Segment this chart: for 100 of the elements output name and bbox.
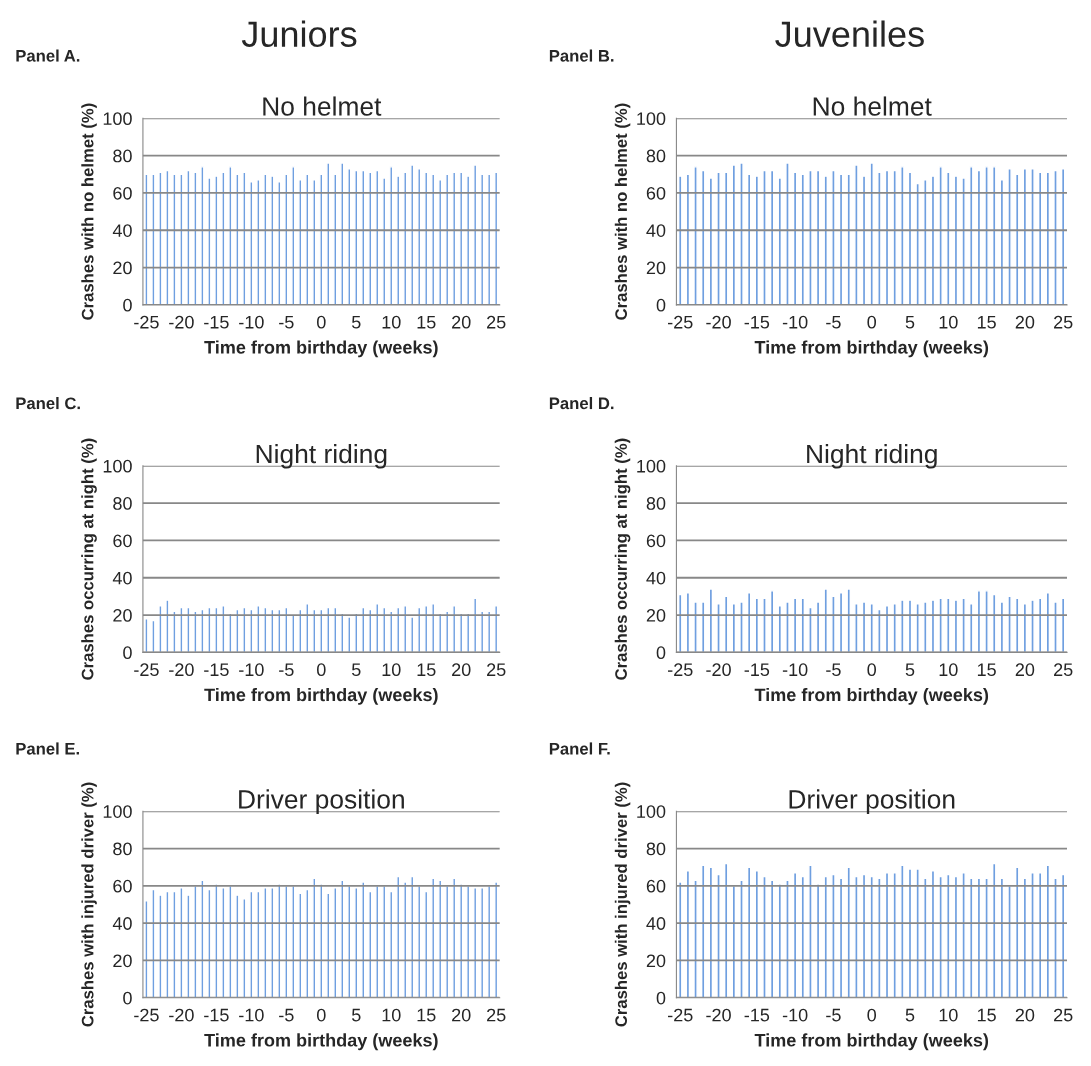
y-tick-label: 60 (646, 186, 666, 200)
bar (291, 166, 296, 305)
y-tick-label: 80 (113, 842, 132, 856)
y-axis-title: Crashes occurring at night (%) (614, 438, 631, 680)
x-tick-label: -5 (826, 1008, 841, 1022)
bar (487, 173, 492, 305)
x-tick-label: 0 (867, 663, 877, 677)
bar (298, 179, 303, 305)
x-tick-label: -10 (239, 1008, 264, 1022)
y-axis-title: Crashes with injured driver (%) (614, 782, 631, 1027)
bar (347, 167, 352, 305)
x-tick-label: 15 (977, 663, 996, 677)
bar (214, 883, 219, 998)
x-axis-title: Time from birthday (weeks) (204, 687, 438, 705)
x-tick-label: 0 (316, 315, 326, 329)
bar (403, 605, 408, 653)
chart-subtitle: Panel B. (549, 49, 614, 62)
bar (158, 894, 163, 998)
chart-subtitle: Panel E. (16, 742, 79, 755)
bar (877, 877, 882, 998)
y-axis-title: Crashes occurring at night (%) (81, 438, 97, 680)
bar (312, 179, 317, 305)
bar (256, 890, 261, 998)
x-tick-label: -20 (169, 315, 194, 329)
y-tick-label: 100 (103, 805, 132, 818)
bar (716, 171, 721, 305)
y-tick-label: 100 (637, 459, 666, 473)
y-tick-label: 60 (646, 534, 666, 548)
bar (961, 872, 966, 998)
chart-subtitle: Panel A. (16, 49, 80, 62)
bar (716, 603, 721, 653)
x-tick-label: -25 (668, 1008, 693, 1022)
x-tick-label: 10 (939, 315, 958, 329)
bar (326, 162, 331, 305)
bar (785, 162, 790, 305)
bar (326, 892, 331, 998)
x-tick-label: 15 (417, 1008, 436, 1022)
x-tick-label: -5 (279, 663, 294, 677)
bar (298, 892, 303, 998)
bar (375, 603, 380, 653)
bar (403, 171, 408, 305)
bar (277, 181, 282, 305)
bar (487, 885, 492, 998)
x-tick-label: 20 (452, 1008, 471, 1022)
y-tick-label: 0 (123, 991, 132, 1005)
bar (438, 179, 443, 305)
bar (459, 883, 464, 998)
x-axis-title: Time from birthday (weeks) (204, 1033, 438, 1051)
chart-subtitle: Panel F. (549, 742, 610, 755)
x-axis-title: Time from birthday (weeks) (754, 1033, 989, 1051)
bar (242, 171, 247, 305)
chart-subtitle: Panel C. (16, 397, 80, 410)
bar (354, 169, 359, 305)
bar (892, 872, 897, 998)
bar (319, 173, 324, 305)
bar (284, 173, 289, 305)
bar (256, 605, 261, 653)
bar (361, 881, 366, 998)
y-tick-label: 80 (113, 149, 132, 163)
bar (494, 171, 499, 305)
bar (452, 877, 457, 998)
x-tick-label: 25 (1054, 663, 1073, 677)
x-tick-label: -15 (744, 663, 770, 677)
bar (808, 606, 813, 653)
bar (452, 171, 457, 305)
bar (193, 885, 198, 998)
x-tick-label: -5 (826, 663, 841, 677)
y-tick-label: 20 (646, 609, 666, 622)
bar (144, 900, 149, 998)
bar (389, 890, 394, 998)
bar (938, 597, 943, 653)
bar (716, 873, 721, 998)
bar (417, 885, 422, 998)
bar (923, 877, 928, 998)
y-tick-label: 20 (646, 261, 666, 275)
bar (938, 875, 943, 998)
bar (984, 166, 989, 305)
y-tick-label: 80 (113, 497, 132, 510)
y-tick-label: 20 (113, 954, 132, 968)
bar (938, 166, 943, 305)
y-tick-label: 100 (103, 459, 132, 473)
bar (179, 173, 184, 305)
bar (1030, 599, 1035, 653)
bar (785, 601, 790, 653)
x-tick-label: -20 (169, 1008, 194, 1022)
bar (431, 877, 436, 998)
x-tick-label: -25 (134, 1008, 159, 1022)
bar (1007, 167, 1012, 305)
bar (831, 595, 836, 653)
bar (172, 173, 177, 305)
x-tick-label: -25 (134, 663, 159, 677)
y-tick-label: 60 (113, 186, 132, 200)
x-tick-label: 5 (351, 1008, 361, 1022)
bar (347, 885, 352, 998)
bar (854, 603, 859, 653)
bar (165, 599, 170, 653)
bar (1053, 877, 1058, 998)
x-axis-title: Time from birthday (weeks) (754, 687, 989, 705)
x-tick-label: -15 (204, 663, 229, 677)
bar (762, 597, 767, 653)
